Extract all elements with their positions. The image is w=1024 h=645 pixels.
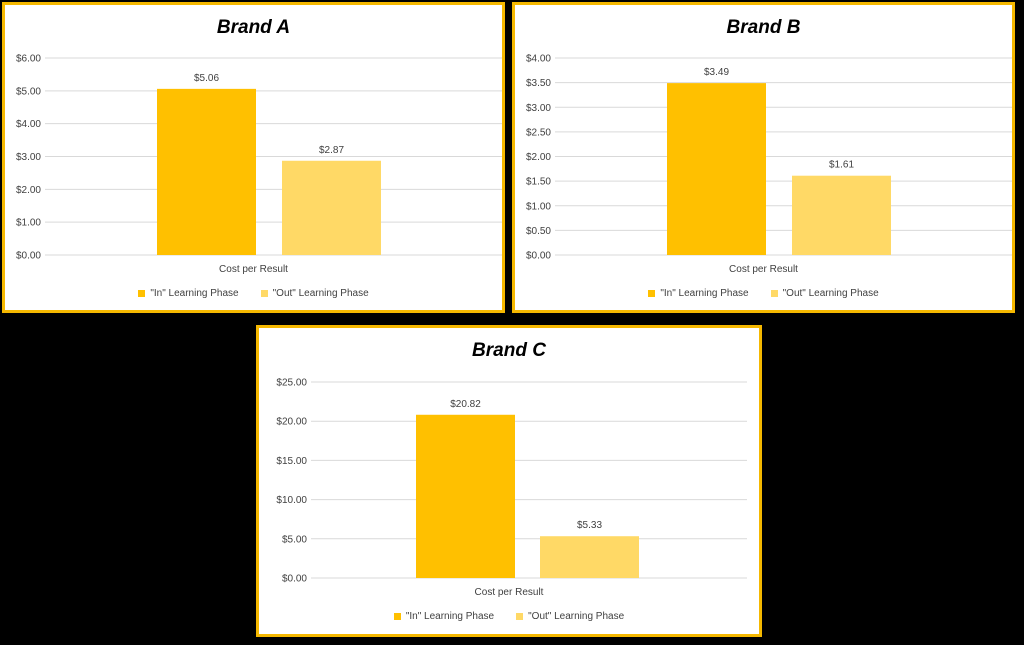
y-tick-label: $5.00 [282, 534, 307, 545]
y-tick-label: $0.00 [16, 251, 41, 262]
bar-out-learning-phase [792, 175, 891, 255]
y-tick-label: $2.50 [526, 127, 551, 138]
y-tick-label: $20.00 [276, 417, 307, 428]
y-tick-label: $25.00 [276, 378, 307, 389]
legend-label-in: "In" Learning Phase [405, 611, 495, 622]
bar-in-learning-phase [157, 88, 256, 255]
legend-item-in: "In" Learning Phase [138, 288, 239, 299]
y-tick-label: $5.00 [16, 86, 41, 97]
legend-swatch-out [260, 290, 268, 297]
y-tick-label: $3.00 [526, 103, 551, 114]
chart-title: Brand A [216, 17, 291, 38]
legend-swatch-in [138, 290, 146, 297]
data-label: $5.33 [577, 520, 602, 531]
y-tick-label: $15.00 [276, 456, 307, 467]
bar-out-learning-phase [282, 160, 381, 255]
y-tick-label: $10.00 [276, 495, 307, 506]
chart-panel-brand-a: Brand A $0.00 $1.00 $2.00 $3.00 $4.00 $5.00 $6… [2, 2, 505, 313]
plot-area: $0.00 $5.00 $10.00 $15.00 $20.00 $25.00 $20.82… [276, 378, 747, 585]
y-tick-label: $0.00 [526, 251, 551, 262]
legend-label-in: "In" Learning Phase [660, 288, 749, 299]
y-tick-label: $3.00 [16, 152, 41, 163]
y-tick-label: $1.50 [526, 177, 551, 188]
legend-item-out: "Out" Learning Phase [260, 288, 369, 299]
legend: "In" Learning Phase "Out" Learning Phase [515, 288, 1012, 299]
y-tick-label: $2.00 [526, 152, 551, 163]
legend: "In" Learning Phase "Out" Learning Phase [5, 288, 502, 299]
legend-swatch-in [648, 290, 656, 297]
legend-swatch-in [393, 613, 401, 620]
legend-item-out: "Out" Learning Phase [516, 611, 624, 622]
y-tick-label: $1.00 [16, 218, 41, 229]
legend-item-out: "Out" Learning Phase [770, 288, 879, 299]
legend-label-out: "Out" Learning Phase [528, 611, 625, 622]
plot-area: $0.00 $0.50 $1.00 $1.50 $2.00 $2.50 $3.00 $3.50… [526, 54, 1012, 262]
legend-swatch-out [770, 290, 778, 297]
legend-item-in: "In" Learning Phase [648, 288, 749, 299]
legend-label-in: "In" Learning Phase [150, 288, 239, 299]
data-label: $5.06 [194, 73, 219, 84]
y-tick-label: $4.00 [526, 54, 551, 65]
y-tick-label: $2.00 [16, 185, 41, 196]
legend-label-out: "Out" Learning Phase [272, 288, 369, 299]
chart-title: Brand C [472, 340, 546, 361]
bar-in-learning-phase [416, 414, 515, 578]
y-tick-label: $4.00 [16, 119, 41, 130]
x-category-label: Cost per Result [219, 264, 288, 275]
y-tick-label: $1.00 [526, 201, 551, 212]
legend-swatch-out [516, 613, 524, 620]
chart-title: Brand B [726, 17, 801, 38]
y-tick-label: $6.00 [16, 54, 41, 65]
data-label: $2.87 [319, 145, 344, 156]
chart-panel-brand-b: Brand B $0.00 $0.50 $1.00 $1.50 $2.00 $2.50 $3… [512, 2, 1015, 313]
y-tick-label: $3.50 [526, 78, 551, 89]
data-label: $20.82 [450, 399, 481, 410]
bar-in-learning-phase [667, 83, 766, 256]
chart-panel-brand-c: Brand C $0.00 $5.00 $10.00 $15.00 $20.00 $25.… [256, 325, 762, 637]
legend-label-out: "Out" Learning Phase [782, 288, 879, 299]
plot-area: $0.00 $1.00 $2.00 $3.00 $4.00 $5.00 $6.00 $5.06… [16, 54, 502, 262]
legend-item-in: "In" Learning Phase [393, 611, 495, 622]
x-category-label: Cost per Result [729, 264, 798, 275]
legend: "In" Learning Phase "Out" Learning Phase [259, 611, 759, 622]
data-label: $3.49 [704, 67, 729, 78]
y-tick-label: $0.50 [526, 226, 551, 237]
y-tick-label: $0.00 [282, 574, 307, 585]
x-category-label: Cost per Result [474, 587, 544, 598]
data-label: $1.61 [829, 160, 854, 171]
bar-out-learning-phase [540, 536, 639, 578]
